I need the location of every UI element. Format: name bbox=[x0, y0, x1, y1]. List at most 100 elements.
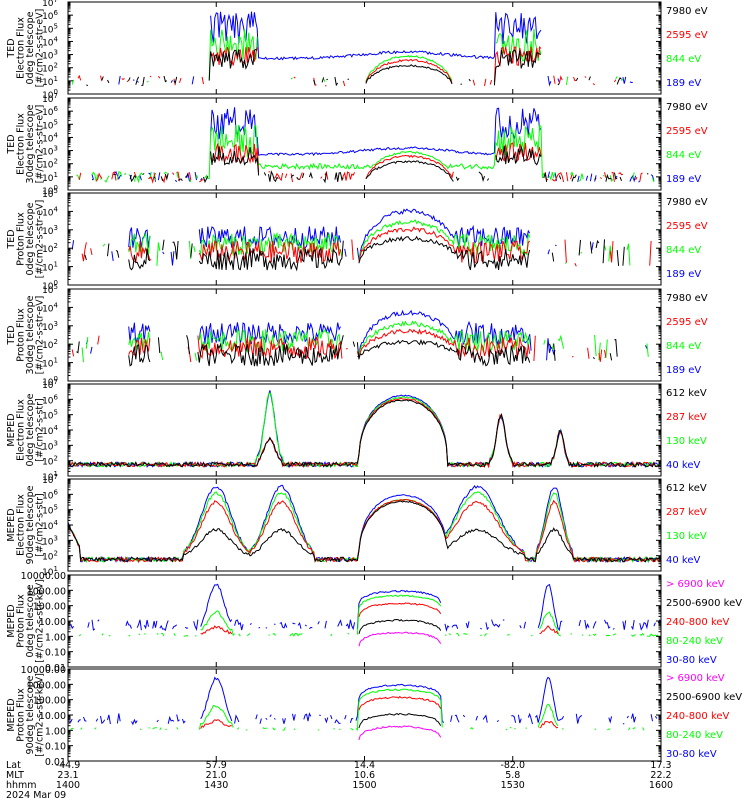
y-tick-label: 100.00 bbox=[33, 602, 66, 613]
ylabel-line: Proton Flux bbox=[16, 308, 27, 362]
footer-lat: -44.9 bbox=[56, 760, 81, 771]
footer-lat: 17.3 bbox=[650, 760, 671, 771]
legend-entry: 2595 eV bbox=[666, 30, 708, 41]
series-7980-ev bbox=[68, 146, 660, 182]
ylabel-line: Proton Flux bbox=[16, 688, 27, 742]
ylabel-line: 30deg telescope bbox=[25, 295, 36, 374]
y-tick-label: 0.10 bbox=[45, 648, 66, 659]
panel-1-legend: 7980 eV 2595 eV 844 eV 189 eV bbox=[666, 6, 708, 89]
series-189-ev bbox=[72, 209, 658, 266]
legend-entry: 40 keV bbox=[666, 460, 700, 471]
y-tick-label: 1000.00 bbox=[27, 586, 66, 597]
panel-7-legend: > 6900 keV 2500-6900 keV 240-800 keV 80-240… bbox=[666, 579, 742, 666]
y-tick-label: 0.01 bbox=[45, 757, 66, 768]
legend-entry: 287 keV bbox=[666, 507, 707, 518]
ylabel-line: Proton Flux bbox=[16, 212, 27, 266]
y-tick-label: 10.00 bbox=[39, 617, 66, 628]
panel-1-traces bbox=[72, 12, 661, 86]
ylabel-line: MEPED bbox=[6, 508, 17, 541]
legend-entry: 612 keV bbox=[666, 388, 707, 399]
legend-entry: 40 keV bbox=[666, 555, 700, 566]
ylabel-line: Electron Flux bbox=[16, 494, 27, 556]
panel-5-legend: 612 keV 287 keV 130 keV 40 keV bbox=[666, 388, 707, 471]
ylabel-line: TED bbox=[6, 229, 17, 249]
y-tick-label: 0.10 bbox=[45, 742, 66, 753]
ylabel-line: 0deg telescope bbox=[25, 11, 36, 84]
panel-2-legend: 7980 eV 2595 eV 844 eV 189 eV bbox=[666, 102, 708, 185]
footer-hhmm: 1530 bbox=[501, 780, 525, 791]
ylabel-line: 0deg telescope bbox=[25, 393, 36, 466]
y-tick-label: 1000.00 bbox=[27, 680, 66, 691]
footer-row-label: MLT bbox=[6, 770, 24, 781]
legend-entry: 2595 eV bbox=[666, 317, 708, 328]
series-844-ev bbox=[72, 29, 657, 85]
panel-1-frame bbox=[67, 1, 662, 95]
panel-7-traces bbox=[70, 583, 661, 647]
footer-mlt: 22.2 bbox=[650, 770, 671, 781]
series-40-kev bbox=[68, 484, 661, 564]
series-80-240-kev bbox=[71, 689, 660, 730]
footer-lat: 14.4 bbox=[354, 760, 375, 771]
series-2595-ev bbox=[81, 226, 652, 267]
panel-3-traces bbox=[72, 209, 659, 270]
legend-entry: 287 keV bbox=[666, 412, 707, 423]
ylabel-line: [#/cm2-s-str-eV] bbox=[35, 200, 46, 279]
ylabel-line: 90deg telescope bbox=[25, 485, 36, 564]
y-tick-label: 100.00 bbox=[33, 696, 66, 707]
series-130-kev bbox=[68, 392, 661, 468]
footer-mlt: 10.6 bbox=[354, 770, 375, 781]
series-189-ev bbox=[119, 12, 661, 85]
series-7980-ev bbox=[77, 335, 654, 366]
legend-entry: 189 eV bbox=[666, 365, 701, 376]
footer-mlt: 21.0 bbox=[206, 770, 227, 781]
series-287-kev bbox=[68, 397, 661, 469]
series-80-240-kev bbox=[79, 595, 661, 636]
ylabel-line: 0deg telescope bbox=[25, 584, 36, 657]
y-tick-label: 0.01 bbox=[45, 663, 66, 674]
series-844-ev bbox=[103, 220, 659, 266]
series-844-ev bbox=[76, 123, 655, 184]
panel-2-traces bbox=[68, 107, 660, 182]
panel-6-legend: 612 keV 287 keV 130 keV 40 keV bbox=[666, 483, 707, 566]
legend-entry: 844 eV bbox=[666, 54, 701, 65]
legend-entry: 2595 eV bbox=[666, 221, 708, 232]
ylabel-line: MEPED bbox=[6, 698, 17, 731]
footer-row-label: hhmm bbox=[6, 780, 37, 791]
panel-4-legend: 7980 eV 2595 eV 844 eV 189 eV bbox=[666, 293, 708, 376]
ylabel-line: Electron Flux bbox=[16, 399, 27, 461]
legend-entry: 844 eV bbox=[666, 150, 701, 161]
panel-4-traces bbox=[69, 311, 661, 366]
panel-8: 0.010.101.0010.00100.001000.0010000.00ME… bbox=[6, 665, 742, 768]
legend-entry: 7980 eV bbox=[666, 102, 708, 113]
legend-entry: > 6900 keV bbox=[666, 579, 725, 590]
footer-mlt: 23.1 bbox=[57, 770, 78, 781]
panel-5-traces bbox=[68, 390, 661, 469]
ylabel-line: TED bbox=[6, 134, 17, 154]
legend-entry: 80-240 keV bbox=[666, 636, 723, 647]
footer-hhmm: 1430 bbox=[204, 780, 228, 791]
panel-2-frame bbox=[67, 97, 662, 191]
panel-7: 0.010.101.0010.00100.001000.0010000.00ME… bbox=[6, 571, 742, 674]
panel-5-frame bbox=[67, 383, 662, 477]
ylabel-line: 0deg telescope bbox=[25, 202, 36, 275]
footer-row-label: 2024 Mar 09 bbox=[6, 790, 66, 800]
y-tick-label: 107 bbox=[42, 0, 58, 9]
panel-8-legend: > 6900 keV 2500-6900 keV 240-800 keV 80-240… bbox=[666, 673, 742, 760]
legend-entry: 2500-6900 keV bbox=[666, 598, 742, 609]
y-tick-label: 10000.00 bbox=[21, 571, 66, 582]
ylabel-line: [#/cm2-s-str-keV] bbox=[35, 673, 46, 757]
footer-lat: 57.9 bbox=[206, 760, 227, 771]
panel-8-frame bbox=[67, 668, 662, 762]
